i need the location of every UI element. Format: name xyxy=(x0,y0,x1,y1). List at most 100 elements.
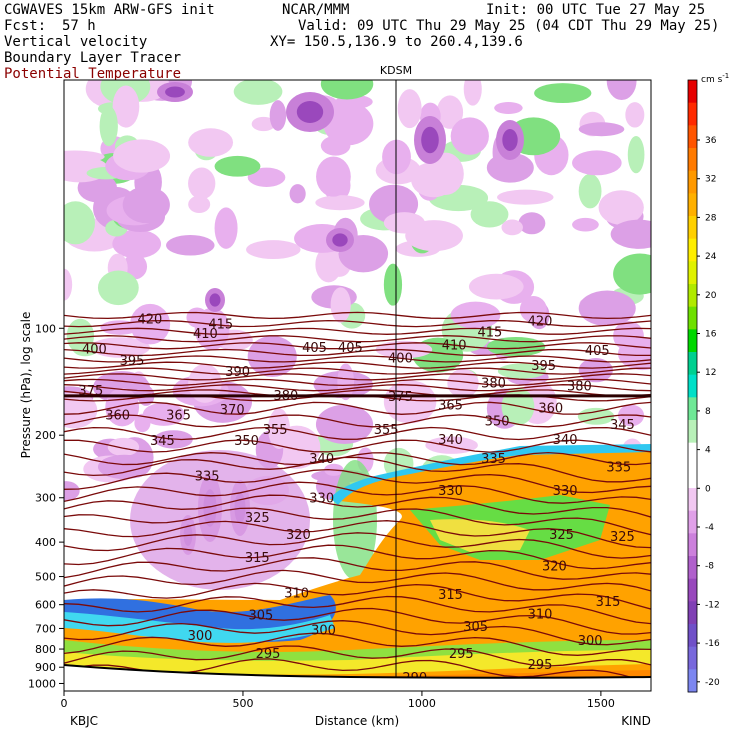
colorbar-swatch xyxy=(688,646,697,670)
velocity-cell xyxy=(468,273,524,300)
velocity-cell xyxy=(251,116,276,132)
colorbar-tick-label: 32 xyxy=(705,175,716,185)
field-boundary-layer-tracer: Boundary Layer Tracer xyxy=(4,50,182,66)
field-vertical-velocity: Vertical velocity xyxy=(4,34,148,50)
y-tick-label: 900 xyxy=(35,661,56,674)
theta-label: 405 xyxy=(302,341,327,356)
theta-label: 420 xyxy=(137,313,162,328)
theta-label: 355 xyxy=(263,423,288,438)
theta-label: 320 xyxy=(286,528,311,543)
theta-label: 405 xyxy=(585,344,610,359)
theta-label: 415 xyxy=(208,318,233,333)
theta-label: 295 xyxy=(528,658,553,673)
y-tick-label: 1000 xyxy=(28,677,56,690)
theta-contour xyxy=(64,645,651,667)
theta-label: 400 xyxy=(388,352,413,367)
model-title: CGWAVES 15km ARW-GFS init xyxy=(4,2,215,18)
theta-contour xyxy=(64,569,651,592)
colorbar-swatch xyxy=(688,238,697,262)
velocity-cell xyxy=(572,150,622,176)
theta-label: 410 xyxy=(442,338,467,353)
velocity-cell xyxy=(383,263,403,306)
colorbar-swatch xyxy=(688,80,697,104)
valid-time: Valid: 09 UTC Thu 29 May 25 (04 CDT Thu … xyxy=(298,18,720,34)
colorbar-tick-label: 0 xyxy=(705,484,711,494)
terrain-surface xyxy=(64,664,651,679)
theta-label: 325 xyxy=(245,511,270,526)
velocity-cell xyxy=(578,122,625,137)
theta-contour xyxy=(64,557,651,580)
velocity-cell xyxy=(463,80,482,106)
theta-contour xyxy=(64,468,651,494)
x-axis-ticks: 0 500 1000 1500 xyxy=(61,691,615,710)
field-potential-temperature: Potential Temperature xyxy=(4,66,182,82)
theta-contour xyxy=(64,342,651,350)
velocity-cell xyxy=(122,253,148,280)
velocity-cell xyxy=(578,290,636,327)
theta-contour xyxy=(64,426,651,441)
velocity-cell xyxy=(142,402,185,426)
velocity-cell xyxy=(188,195,211,213)
theta-label: 325 xyxy=(549,528,574,543)
velocity-cell xyxy=(105,388,140,427)
theta-label: 300 xyxy=(311,624,336,639)
plot-frame xyxy=(63,79,652,692)
theta-label: 335 xyxy=(481,452,506,467)
colorbar-swatch xyxy=(688,284,697,308)
velocity-cell xyxy=(572,217,599,232)
theta-label: 380 xyxy=(567,380,592,395)
potential-temperature-contours xyxy=(64,311,651,684)
colorbar-swatch xyxy=(688,193,697,217)
theta-contour xyxy=(64,319,651,328)
velocity-cell xyxy=(316,156,351,197)
station-marker-label: KDSM xyxy=(380,64,412,77)
theta-label: 300 xyxy=(578,634,603,649)
colorbar-swatch xyxy=(688,533,697,557)
velocity-cell xyxy=(436,95,464,129)
velocity-cell xyxy=(90,337,150,358)
velocity-cell xyxy=(107,437,140,457)
theta-label: 345 xyxy=(150,434,175,449)
theta-contour xyxy=(64,632,651,656)
forecast-label: Fcst: xyxy=(4,18,47,34)
velocity-cell xyxy=(610,219,651,249)
theta-contour xyxy=(64,384,651,392)
velocity-cell xyxy=(188,128,234,157)
velocity-cell xyxy=(397,89,422,129)
y-tick-label: 400 xyxy=(35,536,56,549)
velocity-cell xyxy=(315,404,374,444)
velocity-cell xyxy=(450,301,501,329)
theta-label: 315 xyxy=(596,595,621,610)
velocity-cell xyxy=(100,320,139,335)
colorbar-tick-label: 4 xyxy=(705,446,711,456)
colorbar-tick-label: -4 xyxy=(705,523,714,533)
colorbar-tick-label: 36 xyxy=(705,136,717,146)
colorbar-swatch xyxy=(688,601,697,625)
velocity-cell xyxy=(501,219,523,236)
theta-contour xyxy=(64,389,651,397)
velocity-cell xyxy=(269,100,287,131)
descent-core-inner xyxy=(332,233,348,247)
theta-contour xyxy=(64,607,651,635)
theta-contour xyxy=(64,373,651,381)
colorbar-swatch xyxy=(688,465,697,489)
colorbar-tick-label: -16 xyxy=(705,639,720,649)
theta-label: 310 xyxy=(528,607,553,622)
theta-contour xyxy=(64,544,651,570)
colorbar-swatch xyxy=(688,170,697,194)
theta-label: 335 xyxy=(195,470,220,485)
colorbar-tick-label: 28 xyxy=(705,213,717,223)
theta-contour xyxy=(64,414,651,428)
velocity-cell xyxy=(427,152,464,195)
colorbar-swatch xyxy=(688,556,697,580)
velocity-cell xyxy=(64,268,73,301)
theta-label: 340 xyxy=(553,433,578,448)
theta-contour xyxy=(64,401,651,415)
theta-contour xyxy=(64,532,651,559)
velocity-cell xyxy=(330,287,351,323)
tracer-lower-cyan xyxy=(64,612,335,643)
velocity-cell xyxy=(320,80,374,100)
colorbar-swatch xyxy=(688,102,697,126)
organization: NCAR/MMM xyxy=(282,2,350,18)
colorbar-swatch xyxy=(688,125,697,149)
